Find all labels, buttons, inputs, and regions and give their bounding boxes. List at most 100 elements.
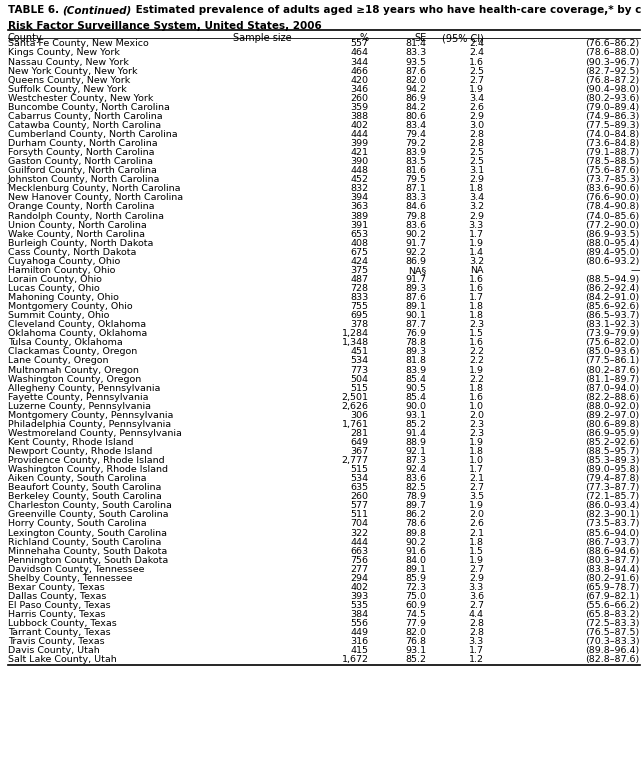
Text: Greenville County, South Carolina: Greenville County, South Carolina	[8, 510, 168, 519]
Text: 79.5: 79.5	[405, 175, 426, 184]
Text: 87.6: 87.6	[405, 293, 426, 302]
Text: Estimated prevalence of adults aged ≥18 years who have health-care coverage,* by: Estimated prevalence of adults aged ≥18 …	[131, 5, 641, 15]
Text: Philadelphia County, Pennsylvania: Philadelphia County, Pennsylvania	[8, 420, 171, 429]
Text: Washington County, Rhode Island: Washington County, Rhode Island	[8, 465, 168, 475]
Text: (87.0–94.0): (87.0–94.0)	[585, 384, 640, 393]
Text: (55.6–66.2): (55.6–66.2)	[585, 601, 640, 610]
Text: Montgomery County, Pennsylvania: Montgomery County, Pennsylvania	[8, 411, 173, 420]
Text: Shelby County, Tennessee: Shelby County, Tennessee	[8, 574, 132, 583]
Text: 1,761: 1,761	[342, 420, 369, 429]
Text: Cabarrus County, North Carolina: Cabarrus County, North Carolina	[8, 112, 162, 121]
Text: 2.5: 2.5	[469, 157, 484, 166]
Text: (80.6–89.8): (80.6–89.8)	[585, 420, 640, 429]
Text: (73.9–79.9): (73.9–79.9)	[585, 329, 640, 338]
Text: 85.4: 85.4	[405, 374, 426, 384]
Text: 86.9: 86.9	[405, 257, 426, 266]
Text: (76.8–87.2): (76.8–87.2)	[585, 76, 640, 85]
Text: 85.2: 85.2	[405, 656, 426, 664]
Text: 1.9: 1.9	[469, 365, 484, 374]
Text: 390: 390	[351, 157, 369, 166]
Text: (78.6–88.0): (78.6–88.0)	[585, 49, 640, 58]
Text: 87.6: 87.6	[405, 67, 426, 76]
Text: 504: 504	[351, 374, 369, 384]
Text: (82.2–88.6): (82.2–88.6)	[585, 393, 640, 402]
Text: 1,348: 1,348	[342, 338, 369, 347]
Text: 277: 277	[351, 565, 369, 574]
Text: 89.7: 89.7	[405, 501, 426, 510]
Text: (65.9–78.7): (65.9–78.7)	[585, 583, 640, 592]
Text: 85.4: 85.4	[405, 393, 426, 402]
Text: 1.6: 1.6	[469, 338, 484, 347]
Text: 79.2: 79.2	[405, 139, 426, 148]
Text: 82.5: 82.5	[405, 484, 426, 492]
Text: 534: 534	[351, 475, 369, 483]
Text: 444: 444	[351, 537, 369, 547]
Text: 3.2: 3.2	[469, 202, 484, 211]
Text: Luzerne County, Pennsylvania: Luzerne County, Pennsylvania	[8, 402, 151, 411]
Text: 87.3: 87.3	[405, 456, 426, 465]
Text: 2.2: 2.2	[469, 356, 484, 365]
Text: 90.5: 90.5	[405, 384, 426, 393]
Text: (86.0–93.4): (86.0–93.4)	[585, 501, 640, 510]
Text: (86.7–93.7): (86.7–93.7)	[585, 537, 640, 547]
Text: Mahoning County, Ohio: Mahoning County, Ohio	[8, 293, 119, 302]
Text: 1.7: 1.7	[469, 465, 484, 475]
Text: (88.6–94.6): (88.6–94.6)	[585, 547, 640, 556]
Text: 89.1: 89.1	[405, 565, 426, 574]
Text: 415: 415	[351, 647, 369, 656]
Text: 3.4: 3.4	[469, 193, 484, 202]
Text: (74.0–85.6): (74.0–85.6)	[585, 211, 640, 221]
Text: 2.0: 2.0	[469, 411, 484, 420]
Text: (74.0–84.8): (74.0–84.8)	[585, 130, 640, 139]
Text: 464: 464	[351, 49, 369, 58]
Text: 90.2: 90.2	[405, 230, 426, 239]
Text: Davis County, Utah: Davis County, Utah	[8, 647, 99, 656]
Text: 91.4: 91.4	[405, 429, 426, 438]
Text: Washington County, Oregon: Washington County, Oregon	[8, 374, 141, 384]
Text: 89.8: 89.8	[405, 528, 426, 537]
Text: (85.0–93.6): (85.0–93.6)	[585, 347, 640, 356]
Text: 80.6: 80.6	[405, 112, 426, 121]
Text: TABLE 6.: TABLE 6.	[8, 5, 62, 15]
Text: 375: 375	[351, 266, 369, 275]
Text: 2,626: 2,626	[342, 402, 369, 411]
Text: 577: 577	[351, 501, 369, 510]
Text: 755: 755	[351, 302, 369, 311]
Text: 649: 649	[351, 438, 369, 447]
Text: Orange County, North Carolina: Orange County, North Carolina	[8, 202, 154, 211]
Text: Allegheny County, Pennsylvania: Allegheny County, Pennsylvania	[8, 384, 160, 393]
Text: 79.8: 79.8	[405, 211, 426, 221]
Text: 1.7: 1.7	[469, 293, 484, 302]
Text: %: %	[360, 33, 369, 43]
Text: 90.1: 90.1	[405, 312, 426, 320]
Text: (83.8–94.4): (83.8–94.4)	[585, 565, 640, 574]
Text: Hamilton County, Ohio: Hamilton County, Ohio	[8, 266, 115, 275]
Text: 3.5: 3.5	[469, 493, 484, 501]
Text: 85.2: 85.2	[405, 420, 426, 429]
Text: 2.7: 2.7	[469, 76, 484, 85]
Text: (74.9–86.3): (74.9–86.3)	[585, 112, 640, 121]
Text: Dallas County, Texas: Dallas County, Texas	[8, 592, 106, 601]
Text: 1.9: 1.9	[469, 556, 484, 565]
Text: Bexar County, Texas: Bexar County, Texas	[8, 583, 104, 592]
Text: Montgomery County, Ohio: Montgomery County, Ohio	[8, 302, 132, 311]
Text: 79.4: 79.4	[405, 130, 426, 139]
Text: (73.6–84.8): (73.6–84.8)	[585, 139, 640, 148]
Text: 89.3: 89.3	[405, 347, 426, 356]
Text: 773: 773	[351, 365, 369, 374]
Text: 663: 663	[351, 547, 369, 556]
Text: Cuyahoga County, Ohio: Cuyahoga County, Ohio	[8, 257, 120, 266]
Text: Forsyth County, North Carolina: Forsyth County, North Carolina	[8, 148, 154, 157]
Text: (80.2–87.6): (80.2–87.6)	[585, 365, 640, 374]
Text: (73.5–83.7): (73.5–83.7)	[585, 519, 640, 528]
Text: 2.2: 2.2	[469, 374, 484, 384]
Text: 3.0: 3.0	[469, 121, 484, 130]
Text: (77.5–89.3): (77.5–89.3)	[585, 121, 640, 130]
Text: 424: 424	[351, 257, 369, 266]
Text: (79.1–88.7): (79.1–88.7)	[585, 148, 640, 157]
Text: (78.4–90.8): (78.4–90.8)	[585, 202, 640, 211]
Text: 83.3: 83.3	[405, 193, 426, 202]
Text: 675: 675	[351, 248, 369, 257]
Text: Harris County, Texas: Harris County, Texas	[8, 610, 105, 619]
Text: (88.0–95.4): (88.0–95.4)	[585, 239, 640, 248]
